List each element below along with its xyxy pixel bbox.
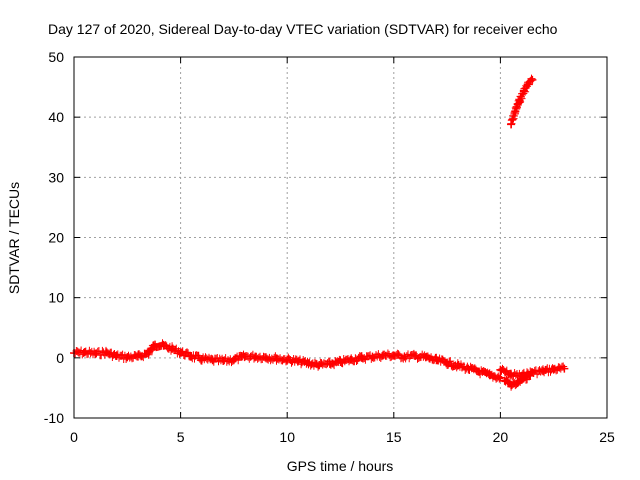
y-tick-label: 40: [48, 109, 64, 125]
data-point: [400, 352, 409, 361]
data-point: [283, 355, 292, 364]
data-point: [513, 379, 522, 388]
data-point: [159, 341, 168, 350]
x-tick-label: 0: [70, 429, 78, 445]
data-point: [197, 355, 206, 364]
data-point: [357, 353, 366, 362]
data-point: [219, 356, 228, 365]
x-tick-label: 10: [279, 429, 295, 445]
x-tick-label: 25: [599, 429, 615, 445]
data-point: [80, 348, 89, 357]
data-point: [549, 365, 558, 374]
data-point: [524, 80, 533, 89]
y-tick-label: 50: [48, 49, 64, 65]
data-point: [240, 352, 249, 361]
data-point: [507, 380, 516, 389]
data-point: [151, 340, 160, 349]
data-points: [70, 74, 569, 391]
series-sdtvar-dip: [500, 370, 535, 391]
data-point: [133, 352, 142, 361]
y-tick-label: -10: [44, 410, 64, 426]
data-point: [511, 107, 520, 116]
y-tick-label: 0: [56, 350, 64, 366]
y-axis-label: SDTVAR / TECUs: [6, 182, 22, 294]
data-point: [507, 370, 516, 379]
data-point: [421, 353, 430, 362]
data-point: [496, 365, 505, 374]
data-point: [485, 371, 494, 380]
data-point: [528, 75, 537, 84]
data-point: [500, 376, 509, 385]
data-point: [272, 354, 281, 363]
data-point: [519, 374, 528, 383]
data-point: [261, 353, 270, 362]
data-point: [187, 352, 196, 361]
x-tick-label: 5: [177, 429, 185, 445]
data-point: [432, 356, 441, 365]
data-point: [293, 357, 302, 366]
data-point: [112, 352, 121, 361]
data-point: [539, 367, 548, 376]
series-sdtvar-spike: [507, 74, 537, 129]
y-tick-label: 20: [48, 230, 64, 246]
data-point: [251, 352, 260, 361]
data-point: [101, 348, 110, 357]
data-point: [347, 355, 356, 364]
data-point: [208, 356, 217, 365]
data-point: [464, 364, 473, 373]
data-point: [515, 96, 524, 105]
data-point: [526, 371, 535, 380]
series-markers: [507, 74, 536, 129]
series-sdtvar-main: [70, 339, 505, 383]
data-point: [507, 120, 516, 129]
data-point: [229, 355, 238, 364]
data-point: [304, 359, 313, 368]
data-point: [453, 361, 462, 370]
chart-title: Day 127 of 2020, Sidereal Day-to-day VTE…: [48, 21, 558, 37]
x-axis-label: GPS time / hours: [287, 458, 394, 474]
data-point: [519, 87, 528, 96]
data-point: [475, 367, 484, 376]
y-tick-label: 30: [48, 169, 64, 185]
data-point: [379, 351, 388, 360]
data-point: [315, 361, 324, 370]
data-point: [560, 364, 569, 373]
data-point: [389, 351, 398, 360]
data-point: [123, 353, 132, 362]
y-tick-label: 10: [48, 290, 64, 306]
data-point: [144, 349, 153, 358]
x-tick-label: 15: [386, 429, 402, 445]
axis-ticks: 0 5 10 15 20 25 -10 0 10 20 30 40 50: [44, 49, 615, 445]
data-point: [411, 352, 420, 361]
data-point: [325, 359, 334, 368]
data-point: [168, 344, 177, 353]
x-tick-label: 20: [493, 429, 509, 445]
data-point: [336, 358, 345, 367]
data-point: [176, 348, 185, 357]
data-point: [91, 349, 100, 358]
data-point: [443, 358, 452, 367]
data-point: [496, 373, 505, 382]
data-point: [368, 352, 377, 361]
